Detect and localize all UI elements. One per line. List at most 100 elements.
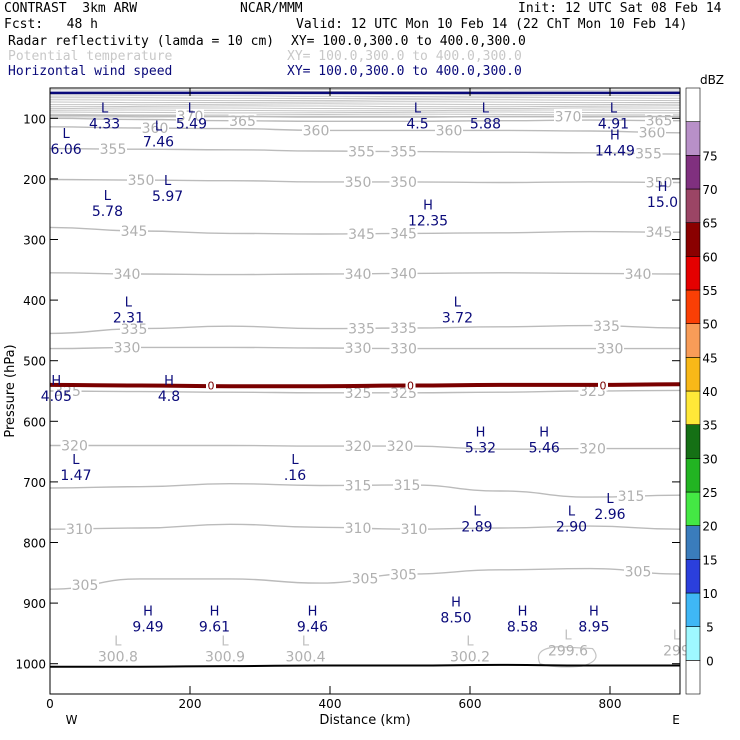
wind-extremum-value: 5.49 xyxy=(176,116,207,132)
isentrope-label-bg xyxy=(624,266,652,281)
isentrope-label: 360 xyxy=(436,123,463,139)
colorbar-segment xyxy=(685,626,701,661)
wind-extremum-marker: L xyxy=(291,453,299,468)
wind-extremum-value: 9.46 xyxy=(297,619,328,635)
x-tick-label: 400 xyxy=(319,697,342,711)
isentrope-label: 335 xyxy=(348,321,375,337)
isentrope-label-bg xyxy=(386,439,414,454)
wind-extremum-value: 5.32 xyxy=(465,441,496,457)
wind-extremum-value: 4.5 xyxy=(406,116,428,132)
wind-extremum-value: 5.88 xyxy=(470,116,501,132)
isentrope-label: 345 xyxy=(390,226,417,242)
colorbar-tick-label: 15 xyxy=(702,553,717,567)
isentrope-label: 325 xyxy=(54,384,81,400)
colorbar-segment xyxy=(685,525,701,560)
wind-extremum-value: 9.61 xyxy=(199,619,230,635)
forecast-hour: Fcst: 48 h xyxy=(4,17,98,32)
freezing-label: 0 xyxy=(407,380,414,393)
isentrope-label: 355 xyxy=(348,144,375,160)
isentrope-label-bg xyxy=(344,174,372,189)
theta-extremum-marker: L xyxy=(673,629,681,644)
colorbar-segment xyxy=(685,256,701,291)
isentrope-label: 330 xyxy=(597,342,624,358)
x-axis-label: Distance (km) xyxy=(319,713,410,728)
theta-extremum-marker: L xyxy=(221,635,229,650)
y-tick-label: 900 xyxy=(23,597,46,611)
isentrope-label: 365 xyxy=(229,114,256,130)
wind-extremum-marker: H xyxy=(539,426,549,441)
isentrope-label-bg xyxy=(634,146,663,161)
isentrope-label: 360 xyxy=(142,121,169,137)
colorbar-tick-label: 65 xyxy=(702,217,717,231)
isentrope-label: 320 xyxy=(61,439,88,455)
colorbar-segment xyxy=(685,390,701,425)
field-theta: Potential temperature xyxy=(8,49,173,64)
wind-extremum-marker: L xyxy=(62,127,70,142)
isentrope-label-bg xyxy=(389,341,418,356)
wind-extremum-value: 2.89 xyxy=(461,519,492,535)
wind-extremum-marker: L xyxy=(454,295,462,310)
freezing-label-bg xyxy=(206,379,216,391)
upper-isentrope xyxy=(49,94,681,98)
isentrope-label-bg xyxy=(389,174,418,189)
isentrope-label-bg xyxy=(645,175,673,190)
y-tick-label: 400 xyxy=(23,294,46,308)
wind-extremum-marker: H xyxy=(476,426,486,441)
wind-extremum-marker: H xyxy=(210,604,220,619)
wind-extremum-marker: H xyxy=(423,198,433,213)
isentrope-label: 330 xyxy=(390,342,417,358)
y-axis-label: Pressure (hPa) xyxy=(3,344,18,437)
wind-extremum-marker: H xyxy=(518,604,528,619)
isentrope-label-bg xyxy=(344,521,372,536)
wind-extremum-value: 9.49 xyxy=(132,619,163,635)
colorbar-tick-label: 0 xyxy=(706,654,714,668)
isentrope-label: 355 xyxy=(390,145,417,161)
isentrope-label-bg xyxy=(592,318,621,333)
isentrope-label-bg xyxy=(393,477,421,492)
wind-extremum-marker: L xyxy=(473,504,481,519)
colorbar-tick-label: 25 xyxy=(702,486,717,500)
wind-extremum-marker: H xyxy=(51,374,61,389)
wind-extremum-value: 5.97 xyxy=(152,189,183,205)
y-tick-label: 1000 xyxy=(15,658,46,672)
isentrope-label: 345 xyxy=(646,225,673,241)
colorbar-segment xyxy=(685,424,701,459)
wind-extremum-marker: L xyxy=(125,295,133,310)
colorbar-segment xyxy=(685,357,701,392)
wind-extremum-marker: H xyxy=(658,180,668,195)
theta-extremum-marker: L xyxy=(302,635,310,650)
x-tick-label: 0 xyxy=(46,697,54,711)
freezing-label-bg xyxy=(405,379,416,391)
isentrope-label: 345 xyxy=(121,224,148,240)
isentrope-label: 340 xyxy=(114,267,141,283)
isentrope-label-bg xyxy=(228,113,257,128)
isentrope-label: 320 xyxy=(579,442,606,458)
isentrope-label-bg xyxy=(596,341,624,356)
isentrope-label: 315 xyxy=(394,478,421,494)
isentrope-label-bg xyxy=(645,225,673,240)
isentrope-label-bg xyxy=(624,564,652,579)
x-axis-west: W xyxy=(66,713,78,727)
y-tick-label: 600 xyxy=(23,415,46,429)
ground-line xyxy=(49,663,680,668)
colorbar-tick-label: 20 xyxy=(702,520,717,534)
colorbar-unit: dBZ xyxy=(700,73,724,87)
isentrope-label-bg xyxy=(99,142,127,157)
wind-extremum-value: 4.33 xyxy=(89,116,120,132)
theta-extremum-value: 299 xyxy=(663,644,690,660)
wind-extremum-value: 1.47 xyxy=(60,468,91,484)
isentrope-label-bg xyxy=(127,173,155,188)
isentrope-label: 340 xyxy=(625,267,652,283)
colorbar-segment xyxy=(685,188,701,223)
isentrope-label: 345 xyxy=(348,227,375,243)
isentrope-label: 340 xyxy=(390,266,417,282)
x-tick-label: 800 xyxy=(599,697,622,711)
field-reflectivity: Radar reflectivity (lamda = 10 cm) xyxy=(8,34,275,49)
colorbar-segment xyxy=(685,660,701,695)
theta-extremum-value: 300.9 xyxy=(205,650,245,666)
freezing-level-line xyxy=(49,382,681,389)
isentrope-label-bg xyxy=(389,567,418,582)
upper-isentrope xyxy=(49,101,681,104)
isentrope-label-bg xyxy=(400,522,428,537)
